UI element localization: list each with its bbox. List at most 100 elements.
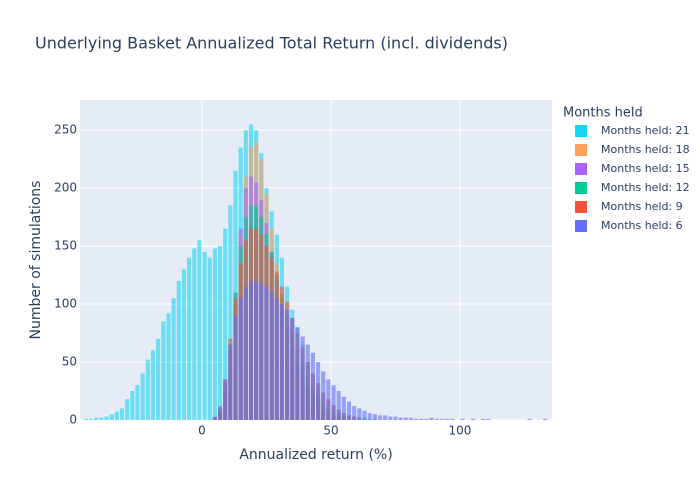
y-tick-label: 250 bbox=[54, 123, 77, 137]
bar bbox=[202, 251, 207, 420]
bar bbox=[377, 415, 383, 420]
bar bbox=[130, 391, 135, 420]
bar bbox=[367, 413, 372, 420]
legend-title: Months held bbox=[563, 106, 643, 121]
bar bbox=[161, 321, 166, 420]
bar bbox=[357, 408, 362, 420]
bar bbox=[243, 286, 248, 420]
legend-swatch bbox=[575, 163, 587, 175]
x-tick-label: 0 bbox=[198, 424, 206, 438]
bar bbox=[424, 418, 429, 420]
bar bbox=[305, 344, 310, 420]
bar bbox=[326, 379, 331, 420]
bar bbox=[228, 205, 233, 420]
bar bbox=[99, 417, 104, 420]
bar bbox=[362, 410, 367, 420]
bar bbox=[217, 246, 223, 420]
bar bbox=[145, 359, 150, 420]
y-tick-label: 150 bbox=[54, 239, 77, 253]
bar bbox=[434, 418, 439, 420]
bar bbox=[336, 391, 341, 420]
bar bbox=[156, 338, 161, 420]
bar bbox=[212, 416, 217, 420]
chart-title: Underlying Basket Annualized Total Retur… bbox=[35, 34, 508, 53]
bar bbox=[181, 269, 187, 420]
bar bbox=[109, 414, 114, 420]
bar bbox=[321, 371, 326, 420]
bar bbox=[300, 336, 305, 420]
bar bbox=[486, 418, 491, 420]
bar bbox=[372, 414, 377, 420]
legend-swatch bbox=[575, 220, 587, 232]
bar bbox=[470, 418, 475, 420]
bar bbox=[393, 416, 398, 420]
bar bbox=[460, 418, 465, 420]
bar bbox=[388, 416, 393, 420]
legend-label: Months held: 6 bbox=[601, 219, 683, 232]
bar bbox=[527, 418, 532, 420]
bar bbox=[228, 344, 233, 420]
x-tick-label: 50 bbox=[323, 424, 338, 438]
y-tick-label: 50 bbox=[62, 355, 77, 369]
bar bbox=[315, 362, 321, 420]
bar bbox=[346, 401, 352, 420]
y-axis-title: Number of simulations bbox=[28, 181, 44, 340]
x-axis-title: Annualized return (%) bbox=[239, 447, 392, 463]
bar bbox=[285, 309, 290, 420]
bar bbox=[310, 352, 315, 420]
bar bbox=[450, 418, 455, 420]
bar bbox=[290, 317, 295, 420]
bar bbox=[217, 406, 223, 420]
bar bbox=[197, 240, 202, 420]
bar bbox=[259, 283, 264, 420]
legend-swatch bbox=[575, 201, 587, 213]
bar bbox=[331, 385, 336, 420]
bar bbox=[104, 416, 109, 420]
bar bbox=[89, 418, 94, 420]
bar bbox=[223, 228, 228, 420]
legend-label: Months held: 18 bbox=[601, 143, 690, 156]
bar bbox=[125, 399, 130, 420]
bar bbox=[439, 418, 444, 420]
legend-swatch bbox=[575, 144, 587, 156]
bar bbox=[408, 417, 413, 420]
bar bbox=[413, 418, 419, 420]
bar bbox=[150, 350, 156, 420]
bar bbox=[403, 417, 408, 420]
legend-swatch bbox=[575, 182, 587, 194]
bar bbox=[444, 418, 450, 420]
bar bbox=[341, 396, 346, 420]
bar bbox=[223, 379, 228, 420]
bar bbox=[398, 417, 403, 420]
bar bbox=[248, 280, 254, 420]
y-tick-label: 0 bbox=[69, 413, 77, 427]
bar bbox=[207, 257, 212, 420]
bar bbox=[383, 415, 388, 420]
y-tick-label: 100 bbox=[54, 297, 77, 311]
bar bbox=[192, 248, 197, 420]
x-tick-label: 100 bbox=[448, 424, 471, 438]
legend-label: Months held: 12 bbox=[601, 181, 690, 194]
bar bbox=[83, 418, 89, 420]
bar bbox=[269, 292, 274, 420]
bar bbox=[233, 315, 238, 420]
bar bbox=[419, 418, 424, 420]
legend-label: Months held: 9 bbox=[601, 200, 683, 213]
bar bbox=[166, 313, 171, 420]
bar bbox=[140, 373, 145, 420]
bar bbox=[171, 298, 176, 420]
bar bbox=[94, 417, 99, 420]
bar bbox=[429, 417, 434, 420]
bar bbox=[264, 286, 269, 420]
legend-swatch bbox=[575, 125, 587, 137]
bar bbox=[119, 408, 125, 420]
bar bbox=[481, 418, 486, 420]
y-tick-label: 200 bbox=[54, 181, 77, 195]
bar bbox=[279, 304, 285, 420]
bar bbox=[187, 257, 192, 420]
bar bbox=[542, 418, 548, 420]
legend-label: Months held: 15 bbox=[601, 162, 690, 175]
bar bbox=[274, 298, 279, 420]
bar bbox=[135, 385, 140, 420]
